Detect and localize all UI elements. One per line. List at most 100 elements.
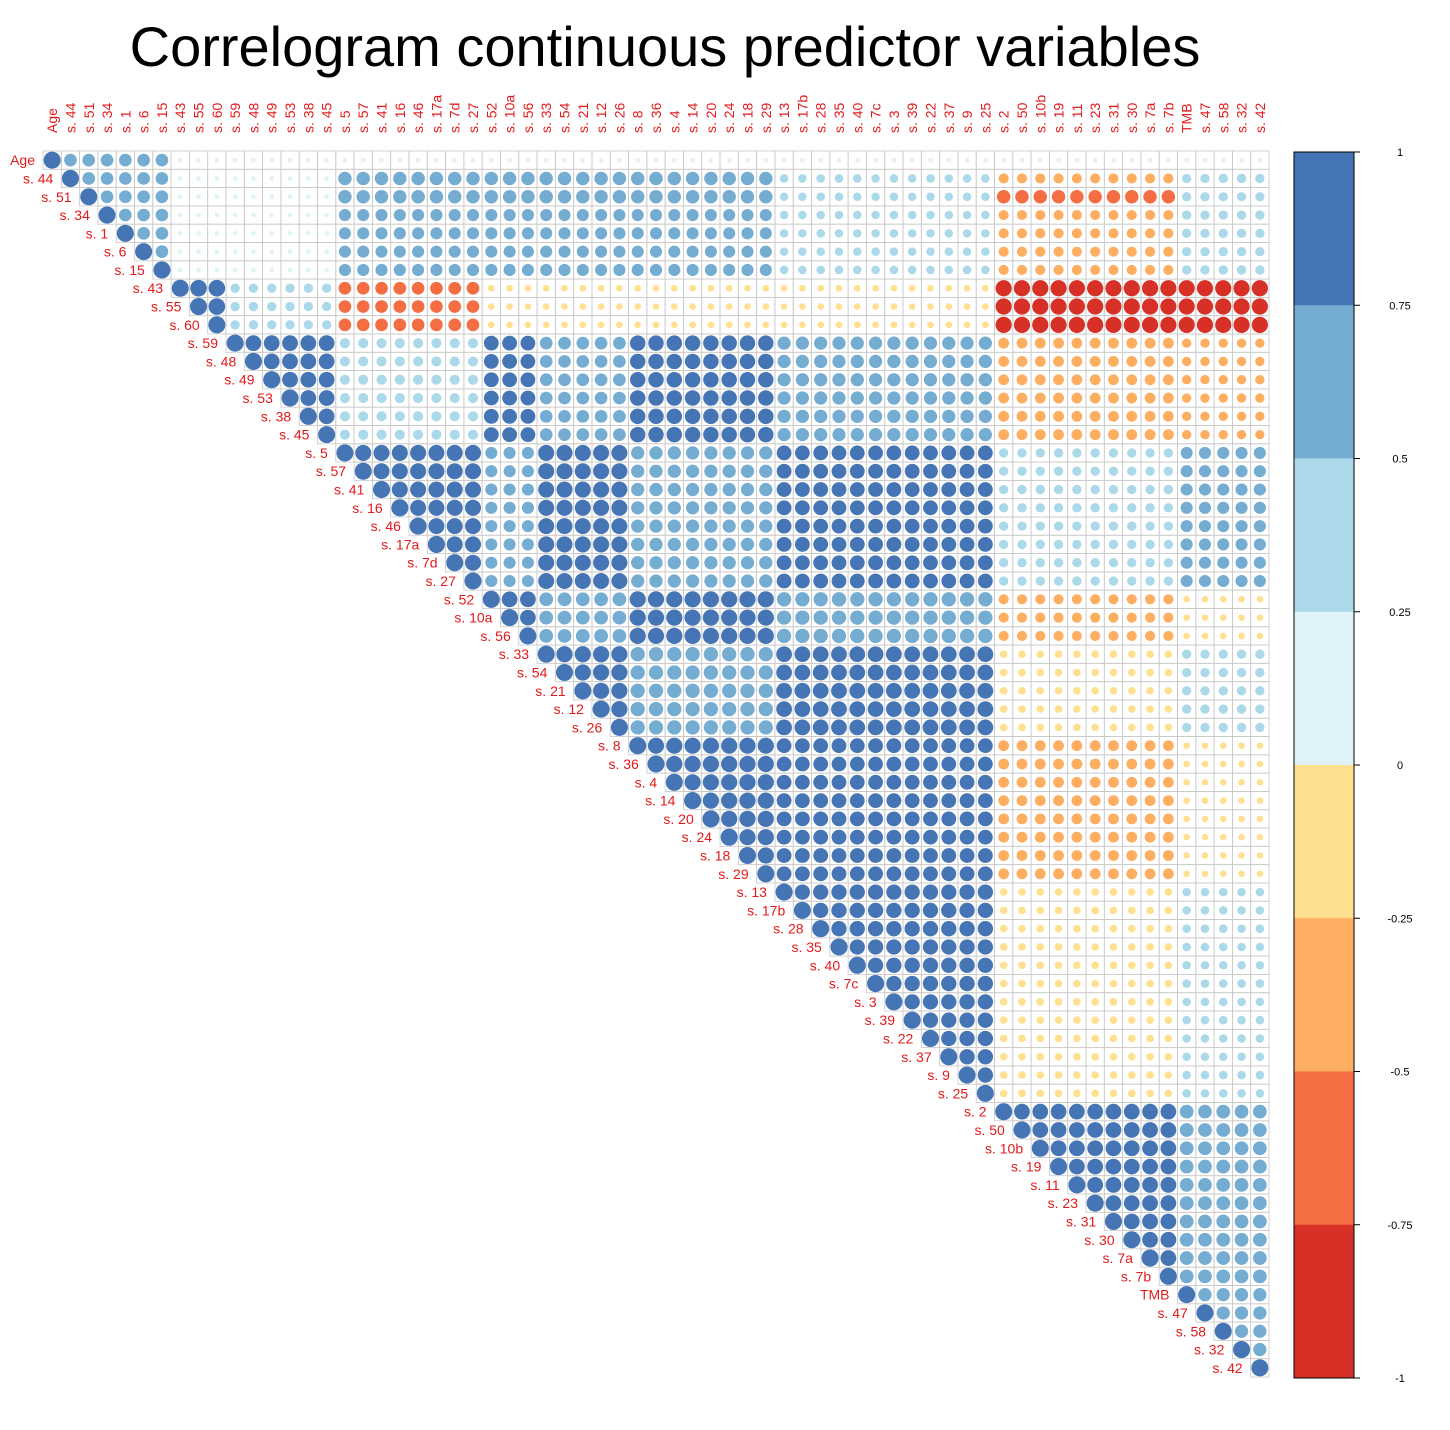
correlation-circle (1073, 979, 1081, 988)
correlation-circle (338, 227, 351, 240)
correlation-circle (779, 247, 789, 256)
correlation-circle (1036, 1089, 1045, 1098)
correlation-circle (358, 392, 369, 404)
correlation-circle (977, 829, 993, 845)
correlation-circle (762, 321, 770, 329)
correlation-circle (576, 428, 590, 441)
correlation-circle (485, 483, 498, 496)
correlation-circle (613, 391, 626, 405)
correlation-circle (1253, 1288, 1267, 1302)
correlation-circle (411, 300, 425, 313)
correlation-circle (464, 554, 482, 571)
correlation-circle (832, 391, 846, 405)
correlation-circle (960, 391, 974, 405)
correlation-circle (759, 574, 773, 588)
correlation-circle (1216, 1196, 1231, 1211)
correlation-circle (907, 174, 917, 183)
column-label: s. 18 (739, 102, 755, 133)
correlation-circle (1144, 831, 1156, 843)
correlation-circle (867, 701, 884, 717)
correlation-circle (1196, 298, 1214, 315)
correlation-circle (1091, 1034, 1099, 1043)
correlation-circle (372, 480, 391, 499)
correlation-circle (1238, 815, 1245, 823)
correlation-circle (1179, 1251, 1194, 1265)
correlation-circle (1146, 1071, 1154, 1079)
correlation-circle (702, 737, 720, 754)
correlation-circle (1216, 1306, 1230, 1320)
correlation-circle (812, 664, 829, 681)
correlation-circle (1164, 686, 1173, 695)
correlation-circle (1127, 686, 1136, 695)
correlation-circle (649, 245, 663, 258)
correlation-circle (941, 573, 957, 589)
correlation-circle (1198, 520, 1212, 533)
correlation-circle (540, 208, 553, 222)
correlation-circle (539, 592, 554, 607)
correlation-circle (1216, 1251, 1231, 1265)
correlation-circle (1198, 465, 1212, 478)
correlation-circle (1127, 448, 1137, 458)
correlation-circle (1146, 888, 1154, 896)
correlation-circle (1144, 356, 1156, 367)
correlation-circle (977, 939, 994, 955)
correlation-circle (558, 336, 571, 350)
correlation-circle (977, 738, 993, 754)
correlation-circle (740, 519, 755, 533)
correlation-circle (759, 245, 772, 258)
correlation-circle (849, 866, 865, 882)
correlation-circle (798, 229, 807, 238)
correlation-circle (1018, 686, 1026, 695)
correlation-circle (941, 975, 957, 992)
correlation-circle (397, 157, 403, 163)
correlation-circle (1033, 190, 1047, 204)
correlation-circle (556, 536, 573, 553)
correlation-circle (721, 792, 738, 809)
correlation-circle (1180, 574, 1193, 588)
correlation-circle (1054, 998, 1063, 1006)
correlation-circle (776, 646, 792, 663)
correlation-circle (1053, 484, 1064, 495)
correlation-circle (926, 210, 935, 220)
column-label: s. 22 (922, 102, 938, 133)
correlation-circle (358, 429, 369, 440)
correlation-circle (1013, 1121, 1031, 1139)
correlation-circle (1053, 264, 1064, 275)
correlation-circle (977, 1030, 994, 1047)
correlation-circle (1200, 192, 1210, 202)
correlation-circle (758, 426, 774, 443)
correlation-circle (703, 408, 719, 425)
correlation-circle (759, 446, 773, 460)
column-label: s. 15 (154, 102, 170, 133)
correlation-circle (1145, 448, 1155, 458)
correlation-circle (1163, 209, 1174, 221)
correlation-circle (813, 811, 829, 827)
column-label: s. 8 (630, 110, 646, 133)
correlation-circle (464, 572, 482, 590)
correlation-circle (376, 392, 387, 404)
correlation-circle (1236, 411, 1247, 422)
correlation-circle (1090, 576, 1100, 586)
column-label: s. 44 (62, 102, 78, 133)
correlation-circle (940, 646, 957, 663)
row-label: s. 43 (133, 280, 164, 296)
correlation-circle (1090, 246, 1101, 257)
correlation-circle (1072, 539, 1082, 550)
correlation-circle (707, 321, 715, 329)
correlation-circle (502, 190, 517, 204)
correlation-circle (1201, 632, 1209, 640)
correlation-circle (725, 303, 733, 310)
correlation-circle (1072, 466, 1082, 476)
column-label: s. 25 (977, 102, 993, 133)
correlation-circle (1163, 173, 1174, 184)
correlation-circle (721, 408, 737, 425)
correlation-circle (684, 627, 701, 645)
correlation-circle (1181, 173, 1192, 184)
correlation-circle (558, 428, 571, 441)
correlation-circle (1036, 888, 1045, 896)
column-label: s. 31 (1105, 102, 1121, 133)
correlation-circle (1142, 1176, 1158, 1193)
correlation-circle (1163, 594, 1174, 605)
correlation-circle (868, 500, 883, 516)
correlation-circle (998, 448, 1009, 458)
